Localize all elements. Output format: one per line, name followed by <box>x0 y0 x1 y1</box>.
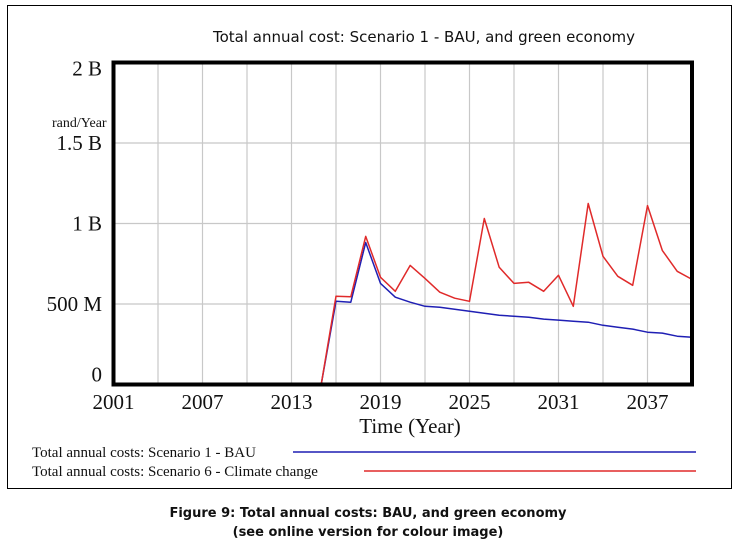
x-tick-label: 2001 <box>93 390 135 414</box>
y-tick-label: 1.5 B <box>56 131 102 155</box>
y-tick-label: 2 B <box>72 57 102 81</box>
legend: Total annual costs: Scenario 1 - BAU Tota… <box>32 445 696 480</box>
y-axis-label: rand/Year <box>52 116 107 131</box>
y-tick-label: 500 M <box>47 292 103 316</box>
x-tick-label: 2013 <box>271 390 313 414</box>
y-axis-tick-labels: 0 500 M 1 B 1.5 B 2 B <box>47 57 103 387</box>
legend-label: Total annual costs: Scenario 6 - Climate… <box>32 464 318 480</box>
series-line-climate-change <box>113 202 693 386</box>
x-axis-label: Time (Year) <box>359 414 461 438</box>
x-tick-label: 2025 <box>449 390 491 414</box>
legend-label: Total annual costs: Scenario 1 - BAU <box>32 445 256 461</box>
gridlines <box>113 62 692 385</box>
x-tick-label: 2019 <box>360 390 402 414</box>
chart-title: Total annual cost: Scenario 1 - BAU, and… <box>212 28 635 46</box>
figure-caption-note: (see online version for colour image) <box>232 525 504 540</box>
x-tick-label: 2007 <box>182 390 224 414</box>
series-line-bau <box>113 241 693 386</box>
chart-outer-frame <box>7 5 732 489</box>
y-tick-label: 0 <box>92 363 103 387</box>
x-axis-tick-labels: 2001 2007 2013 2019 2025 2031 2037 <box>93 390 669 414</box>
x-tick-label: 2031 <box>538 390 580 414</box>
figure-caption: Figure 9: Total annual costs: BAU, and g… <box>169 506 567 521</box>
series-layer <box>113 202 693 386</box>
y-tick-label: 1 B <box>72 212 102 236</box>
plot-frame <box>111 60 694 387</box>
x-tick-label: 2037 <box>627 390 669 414</box>
